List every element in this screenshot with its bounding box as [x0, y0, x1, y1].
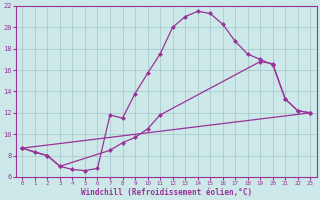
X-axis label: Windchill (Refroidissement éolien,°C): Windchill (Refroidissement éolien,°C) [81, 188, 252, 197]
